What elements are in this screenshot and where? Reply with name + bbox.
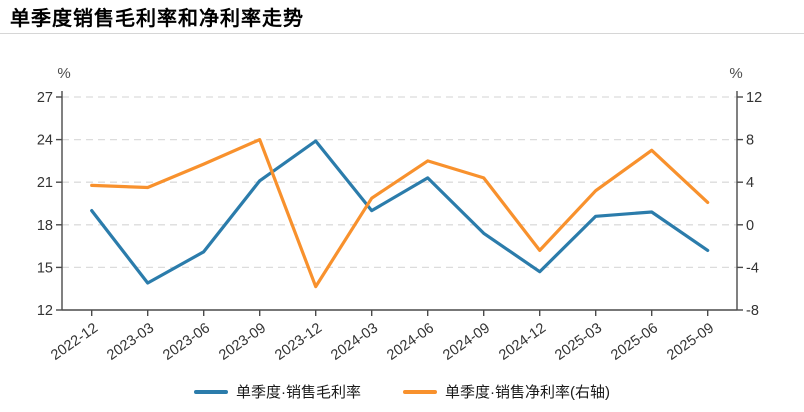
x-axis-tick-label: 2024-09 <box>440 320 493 364</box>
left-axis-tick-label: 27 <box>37 90 53 106</box>
left-axis-tick-label: 12 <box>37 303 53 319</box>
chart-legend: 单季度·销售毛利率 单季度·销售净利率(右轴) <box>0 381 804 402</box>
right-axis-tick-label: 12 <box>746 90 762 106</box>
net-margin-line <box>90 137 710 289</box>
legend-item-net-margin[interactable]: 单季度·销售净利率(右轴) <box>403 381 610 402</box>
x-axis-tick-label: 2023-09 <box>216 320 269 364</box>
chart-header: 单季度销售毛利率和净利率走势 <box>0 0 804 34</box>
right-axis-tick-label: -4 <box>746 260 759 276</box>
chart-area: 12 15 18 21 24 27 -8 -4 0 4 8 12%% 2022-12 2023-03 202… <box>0 34 804 374</box>
left-axis-tick-label: 21 <box>37 175 53 191</box>
x-axis-tick-label: 2023-12 <box>272 320 325 364</box>
x-axis-tick-label: 2024-06 <box>384 320 437 364</box>
page-title: 单季度销售毛利率和净利率走势 <box>10 8 304 30</box>
gross-margin-line-swatch <box>194 389 228 394</box>
net-margin-line-swatch <box>403 389 437 394</box>
legend-label-net-margin: 单季度·销售净利率(右轴) <box>445 384 610 401</box>
x-axis-tick-label: 2025-03 <box>552 320 605 364</box>
x-axis-tick-label: 2022-12 <box>48 320 101 364</box>
x-axis-tick-label: 2025-09 <box>664 320 717 364</box>
legend-label-gross-margin: 单季度·销售毛利率 <box>236 384 361 401</box>
legend-item-gross-margin[interactable]: 单季度·销售毛利率 <box>194 381 361 402</box>
right-axis-tick-label: 0 <box>746 218 754 234</box>
x-axis-tick-label: 2023-03 <box>104 320 157 364</box>
right-axis-unit-label: % <box>729 65 742 82</box>
left-axis-tick-label: 18 <box>37 218 53 234</box>
left-axis-tick-label: 24 <box>37 133 53 149</box>
right-axis-tick-label: 4 <box>746 175 754 191</box>
left-axis-unit-label: % <box>57 65 70 82</box>
right-axis-tick-label: -8 <box>746 303 759 319</box>
x-axis-tick-label: 2025-06 <box>608 320 661 364</box>
left-axis-tick-label: 15 <box>37 260 53 276</box>
x-axis-tick-label: 2023-06 <box>160 320 213 364</box>
gross-margin-line <box>90 139 710 285</box>
right-axis-tick-label: 8 <box>746 133 754 149</box>
x-axis-tick-label: 2024-12 <box>496 320 549 364</box>
x-axis-tick-label: 2024-03 <box>328 320 381 364</box>
